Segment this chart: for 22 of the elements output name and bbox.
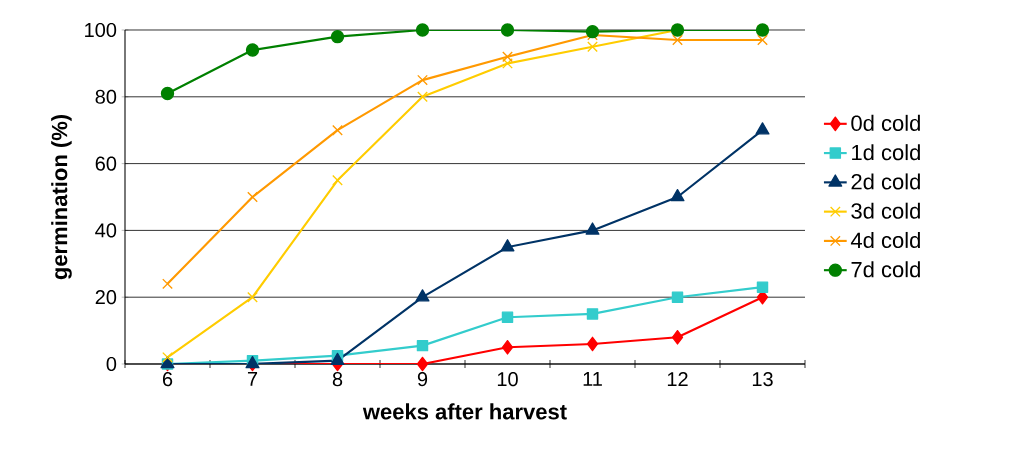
x-tick-label: 10 — [497, 372, 518, 387]
legend-label: 1d cold — [852, 144, 920, 161]
y-axis-title: germination (%) — [51, 115, 72, 280]
y-tick-label: 60 — [95, 156, 117, 171]
y-tick-label: 80 — [95, 89, 117, 104]
x-tick-label: 12 — [667, 372, 688, 387]
legend-label: 2d cold — [851, 173, 920, 190]
y-tick-label: 20 — [95, 290, 117, 305]
legend-label: 3d cold — [851, 202, 920, 219]
y-tick-label: 40 — [95, 223, 117, 238]
x-tick-label: 11 — [583, 372, 602, 386]
y-tick-label: 0 — [106, 356, 117, 372]
x-tick-label: 9 — [417, 372, 428, 387]
legend-label: 7d cold — [851, 261, 920, 278]
legend-label: 4d cold — [850, 231, 920, 249]
x-tick-label: 13 — [752, 372, 773, 387]
x-tick-label: 7 — [247, 372, 258, 386]
x-tick-label: 8 — [332, 372, 343, 387]
legend-label: 0d cold — [851, 114, 920, 131]
x-tick-label: 6 — [162, 372, 173, 387]
y-tick-label: 100 — [85, 22, 117, 38]
x-axis-title: weeks after harvest — [362, 403, 567, 420]
